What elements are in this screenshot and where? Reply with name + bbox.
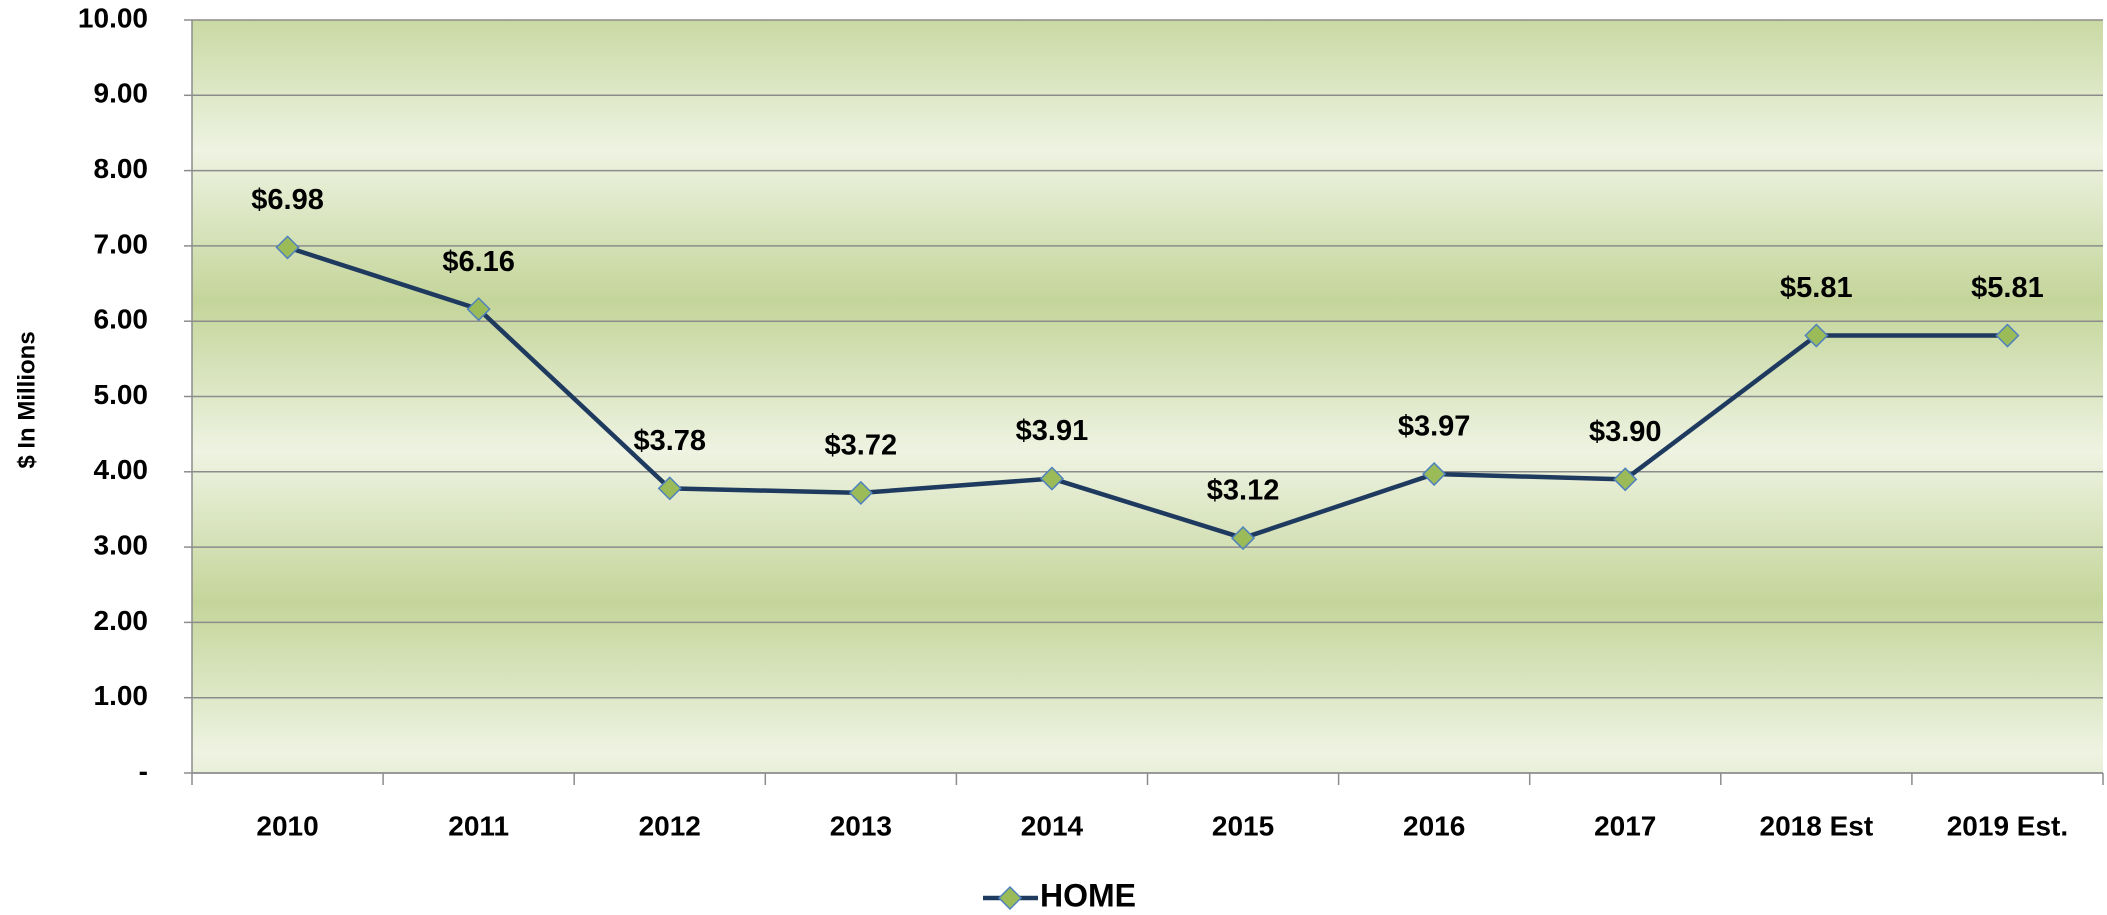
y-tick-label: 5.00 (94, 379, 149, 410)
x-tick-label: 2010 (256, 810, 318, 841)
y-axis-title: $ In Millions (13, 331, 40, 468)
y-tick-label: 4.00 (94, 454, 149, 485)
data-point (1613, 467, 1638, 492)
data-label: $3.97 (1398, 411, 1471, 443)
data-point (1422, 461, 1447, 487)
legend-marker (997, 885, 1023, 911)
y-tick-label: 9.00 (94, 78, 149, 109)
y-tick-label: 1.00 (94, 680, 149, 711)
x-tick-label: 2014 (1021, 810, 1084, 841)
data-point (466, 297, 491, 322)
data-point (1995, 323, 2020, 348)
data-point (657, 476, 682, 501)
data-point (1804, 323, 1829, 348)
data-label: $3.91 (1016, 415, 1089, 447)
data-point (1039, 466, 1065, 491)
x-tick-label: 2015 (1212, 810, 1274, 841)
legend-label: HOME (1040, 877, 1136, 913)
data-label: $5.81 (1780, 272, 1853, 304)
x-tick-label: 2019 Est. (1947, 810, 2068, 841)
y-tick-label: 8.00 (94, 153, 149, 184)
x-tick-label: 2012 (639, 810, 701, 841)
data-label: $3.72 (825, 430, 898, 462)
y-tick-label: 10.00 (78, 2, 148, 33)
data-label: $3.12 (1207, 475, 1280, 507)
x-tick-label: 2017 (1594, 810, 1656, 841)
data-point (848, 480, 873, 505)
data-label: $6.16 (442, 246, 515, 278)
y-tick-label: 6.00 (94, 304, 149, 335)
data-label: $5.81 (1971, 272, 2044, 304)
y-tick-label: 3.00 (94, 529, 149, 560)
y-tick-label: 7.00 (94, 228, 149, 259)
x-tick-label: 2016 (1403, 810, 1465, 841)
data-label: $6.98 (251, 184, 324, 216)
x-tick-label: 2018 Est (1760, 810, 1874, 841)
data-point (1230, 526, 1256, 551)
x-tick-label: 2013 (830, 810, 892, 841)
series-line (286, 245, 2008, 541)
data-point (275, 235, 300, 260)
data-label: $3.78 (633, 425, 706, 457)
y-tick-label: 2.00 (94, 605, 149, 636)
y-tick-label: - (139, 755, 148, 786)
x-tick-label: 2011 (448, 810, 509, 841)
data-label: $3.90 (1589, 416, 1662, 448)
